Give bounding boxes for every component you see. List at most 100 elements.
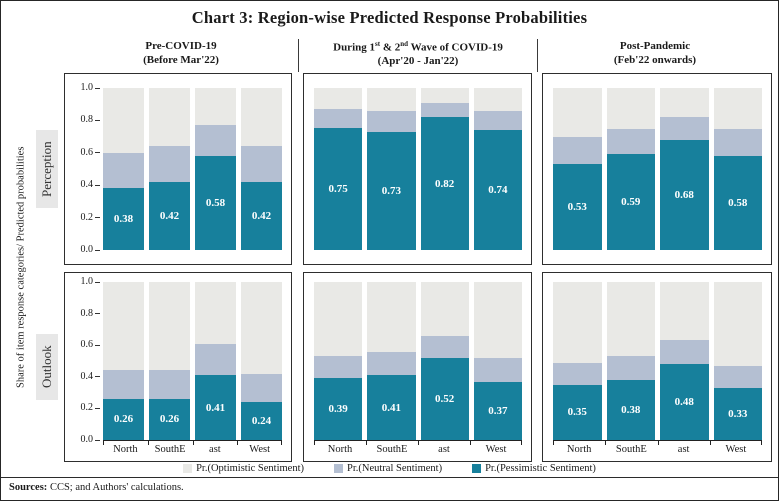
- value-label: 0.74: [488, 184, 508, 197]
- value-label: 0.75: [328, 183, 348, 196]
- plot-area: 0.38 0.42 0.58 0.42: [103, 88, 282, 250]
- y-tick-mark: [95, 184, 100, 186]
- bar-North: 0.38: [103, 88, 144, 250]
- segment-pessimistic: 0.38: [606, 379, 655, 440]
- bar-West: 0.37: [473, 282, 522, 440]
- segment-neutral: [420, 335, 469, 358]
- segment-pessimistic: 0.41: [367, 375, 416, 440]
- y-axis-title: Share of item response categories/ Predi…: [15, 146, 27, 389]
- plot-area: 0.26 0.26 0.41 0.24: [103, 282, 282, 440]
- column-header-0: Pre-COVID-19 (Before Mar'22): [64, 39, 298, 72]
- x-label-ast: ast: [209, 444, 221, 455]
- value-label: 0.42: [159, 209, 180, 222]
- segment-neutral: [367, 110, 416, 132]
- bar-West: 0.33: [713, 282, 762, 440]
- bar-SouthE: 0.73: [367, 88, 416, 250]
- segment-neutral: [149, 146, 190, 182]
- panel-perception-col2: 0.53 0.59 0.68 0.58: [542, 73, 772, 265]
- legend-swatch-neutral: [334, 463, 343, 473]
- value-label: 0.68: [674, 188, 694, 201]
- x-axis: North SouthE ast West: [103, 440, 282, 461]
- value-label: 0.59: [621, 196, 641, 209]
- x-tick: [281, 441, 282, 445]
- segment-optimistic: [195, 282, 236, 344]
- value-label: 0.53: [567, 201, 587, 214]
- segment-neutral: [367, 351, 416, 376]
- segment-neutral: [241, 146, 282, 182]
- legend-swatch-optimistic: [183, 463, 193, 473]
- x-tick: [147, 441, 149, 445]
- segment-optimistic: [713, 88, 762, 129]
- x-tick: [657, 441, 659, 445]
- x-label-SouthE: SouthE: [376, 444, 408, 455]
- y-tick-0.6: 0.6: [68, 147, 100, 158]
- bar-ast: 0.82: [420, 88, 469, 250]
- y-tick-label: 0.8: [80, 114, 94, 126]
- legend-label-optimistic: Pr.(Optimistic Sentiment): [196, 462, 304, 474]
- y-tick-0.8: 0.8: [68, 308, 100, 319]
- segment-pessimistic: 0.39: [314, 378, 363, 440]
- bar-ast: 0.41: [195, 282, 236, 440]
- y-tick-1.0: 1.0: [68, 83, 100, 93]
- segment-optimistic: [713, 282, 762, 366]
- panel-outlook-col2: 0.35 0.38 0.48 0.33 North SouthE ast West: [542, 272, 772, 462]
- x-tick: [418, 441, 419, 445]
- panel-perception-col0: 0.0 0.2 0.4 0.6 0.8 1.0 0.38 0.42 0.58 0.42: [64, 73, 292, 265]
- legend-label-neutral: Pr.(Neutral Sentiment): [347, 462, 443, 474]
- segment-optimistic: [420, 88, 469, 103]
- segment-neutral: [713, 365, 762, 388]
- y-tick-mark: [95, 281, 100, 283]
- column-header-1: During 1st & 2nd Wave of COVID-19 (Apr'20…: [298, 39, 538, 72]
- row-label-perception: Perception: [36, 130, 58, 208]
- panel-inner: 0.39 0.41 0.52 0.37 North SouthE ast West: [304, 273, 531, 461]
- bar-SouthE: 0.38: [606, 282, 655, 440]
- x-tick: [237, 441, 239, 445]
- segment-optimistic: [473, 88, 522, 111]
- segment-neutral: [314, 109, 363, 129]
- y-tick-0.4: 0.4: [68, 371, 100, 382]
- segment-optimistic: [149, 88, 190, 147]
- segment-pessimistic: 0.53: [553, 164, 602, 250]
- bar-West: 0.74: [473, 88, 522, 250]
- bar-North: 0.35: [553, 282, 602, 440]
- x-label-West: West: [249, 444, 270, 455]
- x-label-SouthE: SouthE: [615, 444, 647, 455]
- segment-optimistic: [103, 282, 144, 371]
- column-headers: Pre-COVID-19 (Before Mar'22) During 1st & …: [64, 39, 772, 72]
- x-tick: [470, 441, 471, 445]
- panel-inner: 0.0 0.2 0.4 0.6 0.8 1.0 0.38 0.42 0.58 0.42: [65, 74, 291, 264]
- segment-optimistic: [660, 282, 709, 341]
- legend-item-optimistic: Pr.(Optimistic Sentiment): [183, 463, 304, 474]
- segment-optimistic: [553, 282, 602, 363]
- x-tick: [366, 441, 367, 445]
- segment-pessimistic: 0.59: [606, 154, 655, 250]
- y-tick-label: 0.0: [80, 434, 94, 445]
- x-tick: [192, 441, 194, 445]
- sources-note: Sources: CCS; and Authors' calculations.: [1, 477, 778, 500]
- panel-inner: 0.0 0.2 0.4 0.6 0.8 1.0 0.26 0.26 0.41 0.24 North S…: [65, 273, 291, 461]
- y-tick-mark: [95, 152, 100, 154]
- bar-West: 0.58: [713, 88, 762, 250]
- segment-optimistic: [367, 88, 416, 111]
- segment-pessimistic: 0.58: [713, 156, 762, 250]
- segment-pessimistic: 0.74: [473, 130, 522, 250]
- x-label-ast: ast: [438, 444, 450, 455]
- bar-North: 0.53: [553, 88, 602, 250]
- legend-swatch-pessimistic: [472, 463, 482, 473]
- panel-inner: 0.53 0.59 0.68 0.58: [543, 74, 771, 264]
- segment-optimistic: [367, 282, 416, 352]
- plot-area: 0.75 0.73 0.82 0.74: [314, 88, 522, 250]
- x-tick: [709, 441, 711, 445]
- segment-neutral: [420, 102, 469, 118]
- y-tick-mark: [95, 249, 100, 251]
- value-label: 0.35: [567, 406, 587, 419]
- sources-text: CCS; and Authors' calculations.: [47, 482, 184, 493]
- x-axis: North SouthE ast West: [314, 440, 522, 461]
- segment-optimistic: [149, 282, 190, 371]
- segment-neutral: [553, 362, 602, 385]
- column-header-subtitle: (Before Mar'22): [143, 53, 219, 66]
- y-tick-label: 1.0: [80, 276, 94, 287]
- y-tick-label: 0.6: [80, 339, 94, 351]
- bar-ast: 0.52: [420, 282, 469, 440]
